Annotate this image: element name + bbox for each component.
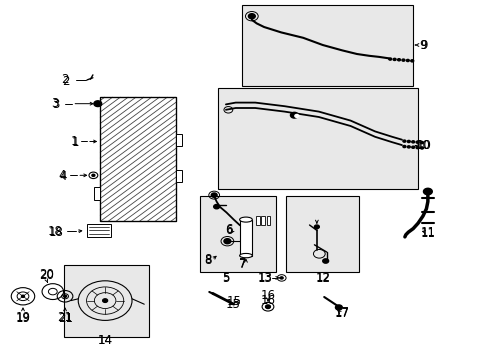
Circle shape: [402, 145, 405, 148]
Circle shape: [63, 295, 66, 297]
Text: 10: 10: [416, 139, 431, 152]
Text: 12: 12: [315, 273, 329, 285]
Text: 19: 19: [16, 312, 31, 325]
Bar: [87, 224, 110, 237]
Text: 6: 6: [224, 224, 232, 237]
Circle shape: [335, 305, 342, 310]
Text: 21: 21: [59, 312, 73, 325]
Circle shape: [92, 174, 95, 176]
Text: 21: 21: [58, 311, 72, 324]
Circle shape: [407, 146, 409, 148]
Circle shape: [280, 277, 283, 279]
Text: 5: 5: [222, 273, 229, 285]
Bar: [239, 220, 252, 256]
Text: 4: 4: [60, 170, 67, 183]
Circle shape: [211, 193, 217, 197]
Text: 8: 8: [203, 255, 211, 267]
Text: 19: 19: [16, 311, 30, 324]
Circle shape: [388, 58, 391, 60]
Bar: [100, 97, 176, 221]
Text: 4: 4: [59, 169, 66, 182]
Text: 11: 11: [420, 226, 434, 239]
Ellipse shape: [239, 217, 252, 222]
Bar: [242, 5, 412, 86]
Circle shape: [397, 59, 400, 61]
Bar: [200, 196, 276, 272]
Circle shape: [94, 101, 102, 107]
Circle shape: [21, 295, 24, 297]
Text: 11: 11: [420, 227, 435, 240]
Circle shape: [102, 299, 107, 302]
Circle shape: [406, 59, 408, 62]
Circle shape: [420, 141, 423, 144]
Bar: [217, 88, 417, 189]
Circle shape: [392, 58, 395, 60]
Text: 16: 16: [260, 294, 275, 307]
Circle shape: [265, 305, 270, 309]
Circle shape: [290, 112, 298, 118]
Circle shape: [224, 239, 230, 244]
Circle shape: [410, 60, 413, 62]
Circle shape: [415, 141, 418, 143]
Circle shape: [415, 147, 418, 149]
Text: 2: 2: [62, 75, 70, 87]
Text: 9: 9: [420, 39, 427, 51]
Text: 8: 8: [203, 253, 211, 266]
Bar: [176, 170, 182, 182]
Text: 7: 7: [239, 258, 246, 271]
Text: 2: 2: [61, 73, 68, 86]
Text: 14: 14: [98, 334, 112, 347]
Text: 18: 18: [47, 225, 62, 238]
Circle shape: [411, 146, 414, 148]
Bar: [100, 97, 176, 221]
Circle shape: [294, 114, 298, 117]
Text: 13: 13: [258, 271, 272, 284]
Bar: [261, 216, 264, 225]
Text: 7: 7: [239, 257, 246, 270]
Text: 13: 13: [258, 273, 272, 285]
Bar: [285, 196, 359, 272]
Text: 18: 18: [49, 226, 63, 239]
Bar: [100, 97, 176, 221]
Text: 14: 14: [98, 334, 112, 347]
Ellipse shape: [239, 253, 252, 258]
Circle shape: [248, 14, 255, 19]
Text: 20: 20: [39, 268, 54, 281]
Text: 10: 10: [415, 139, 429, 152]
Bar: [94, 187, 100, 200]
Text: 1: 1: [70, 135, 78, 148]
Circle shape: [420, 147, 423, 149]
Circle shape: [402, 140, 405, 142]
Text: 3: 3: [52, 98, 60, 111]
Circle shape: [213, 204, 219, 209]
Text: 16: 16: [260, 289, 275, 302]
Text: 9: 9: [418, 39, 426, 51]
Bar: [63, 265, 149, 337]
Circle shape: [314, 225, 319, 229]
Bar: [266, 216, 270, 225]
Bar: [255, 216, 259, 225]
Circle shape: [401, 59, 404, 61]
Circle shape: [407, 140, 409, 143]
Circle shape: [423, 188, 431, 195]
Text: 17: 17: [334, 306, 349, 319]
Bar: [176, 134, 182, 146]
Text: 5: 5: [222, 271, 229, 284]
Text: 17: 17: [334, 307, 349, 320]
Text: 15: 15: [226, 295, 241, 308]
Circle shape: [322, 259, 328, 263]
Circle shape: [411, 141, 414, 143]
Text: 3: 3: [51, 97, 59, 110]
Text: 12: 12: [315, 271, 329, 284]
Text: 15: 15: [225, 298, 240, 311]
Text: 20: 20: [39, 269, 54, 282]
Text: 6: 6: [224, 223, 232, 236]
Text: 1: 1: [72, 136, 80, 149]
